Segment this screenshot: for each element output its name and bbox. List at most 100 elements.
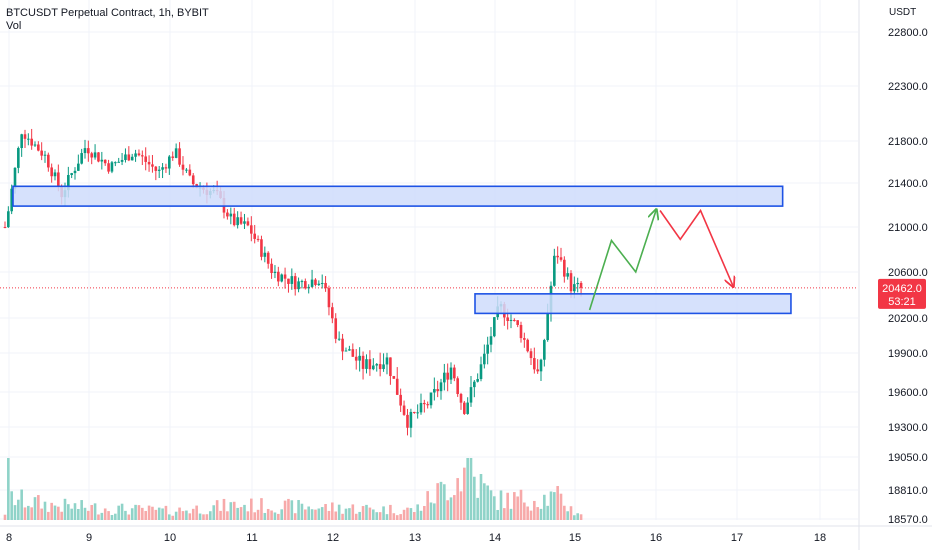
volume-bar: [47, 511, 50, 520]
price-tick-label: 21800.0: [888, 136, 928, 148]
volume-bar: [297, 500, 300, 520]
candle-body: [283, 274, 287, 279]
candle-body: [375, 364, 379, 366]
symbol-title[interactable]: BTCUSDT Perpetual Contract, 1h, BYBIT: [6, 7, 209, 19]
price-tick-label: 22300.0: [888, 81, 928, 93]
candle-body: [361, 355, 365, 369]
volume-bar: [304, 509, 307, 520]
price-tick-label: 22800.0: [888, 27, 928, 39]
volume-bar: [144, 510, 147, 520]
volume-bar: [409, 508, 413, 520]
price-tick-label: 19900.0: [888, 348, 928, 360]
candle-body: [516, 320, 519, 325]
candle-body: [300, 281, 304, 283]
volume-bar: [154, 509, 158, 520]
volume-bar: [324, 504, 327, 520]
volume-bar: [87, 510, 90, 520]
volume-bar: [563, 505, 566, 520]
currency-unit: USDT: [889, 7, 917, 18]
price-axis[interactable]: 22800.0 22300.0 21800.0 21400.0 21000.0 20600…: [858, 0, 928, 550]
candle-body: [459, 394, 463, 403]
candle-body: [226, 212, 229, 217]
time-axis[interactable]: 8 9 10 11 12 13 14 15 16 17 18: [0, 525, 932, 544]
volume-indicator-label[interactable]: Vol: [6, 20, 22, 32]
candle-body: [178, 148, 181, 165]
support-resistance-zone: [12, 185, 784, 207]
volume-bar: [378, 512, 382, 520]
volume-bar: [526, 506, 529, 520]
candlestick-series: [3, 128, 583, 438]
candle-body: [406, 414, 409, 428]
candle-body: [446, 372, 449, 380]
candle-body: [151, 164, 154, 167]
volume-bar: [543, 494, 546, 520]
time-tick-label: 12: [327, 532, 339, 544]
volume-bar: [533, 500, 536, 520]
volume-bar: [232, 501, 236, 520]
candle-body: [110, 162, 114, 172]
candle-body: [466, 402, 469, 414]
volume-bar: [446, 500, 449, 520]
candle-body: [399, 394, 402, 406]
candle-body: [161, 167, 164, 170]
volume-bar: [361, 506, 365, 520]
candle-body: [546, 313, 549, 341]
volume-bar: [310, 509, 314, 520]
candle-body: [529, 351, 533, 359]
candle-body: [181, 164, 185, 170]
candle-body: [27, 138, 30, 140]
candle-body: [137, 153, 141, 156]
candle-body: [419, 402, 423, 413]
candle-body: [260, 239, 263, 257]
volume-bar: [519, 489, 523, 520]
volume-bar: [3, 514, 7, 520]
candle-body: [402, 405, 406, 415]
volume-bar: [539, 508, 543, 520]
volume-bar: [33, 497, 37, 520]
volume-bar: [141, 507, 144, 520]
candle-body: [533, 358, 536, 370]
candle-body: [463, 402, 466, 414]
candle-body: [97, 152, 100, 162]
volume-bar: [443, 484, 446, 520]
candle-body: [250, 225, 253, 234]
candle-body: [409, 411, 413, 428]
volume-bars: [3, 458, 583, 520]
candle-body: [174, 148, 178, 158]
volume-bar: [354, 513, 358, 520]
volume-bar: [253, 512, 256, 520]
volume-bar: [290, 500, 294, 520]
candle-body: [263, 252, 267, 257]
volume-bar: [212, 505, 216, 520]
volume-bar: [127, 514, 131, 520]
candle-body: [426, 404, 429, 406]
volume-bar: [579, 514, 583, 520]
time-tick-label: 9: [86, 532, 92, 544]
candle-body: [141, 155, 144, 157]
volume-bar: [20, 489, 23, 520]
volume-bar: [459, 491, 463, 520]
volume-bar: [429, 502, 433, 520]
volume-bar: [549, 491, 553, 520]
candle-body: [30, 138, 33, 146]
candle-body: [413, 411, 416, 413]
volume-bar: [188, 513, 192, 520]
price-tick-label: 20600.0: [888, 267, 928, 279]
volume-bar: [389, 504, 392, 520]
volume-bar: [171, 515, 175, 520]
volume-bar: [246, 511, 250, 520]
volume-bar: [27, 505, 30, 520]
candle-body: [543, 340, 546, 360]
candle-body: [154, 166, 158, 171]
volume-bar: [523, 502, 526, 520]
time-tick-label: 14: [489, 532, 501, 544]
candle-body: [130, 156, 134, 161]
candle-body: [80, 153, 83, 164]
volume-bar: [168, 514, 171, 520]
candle-body: [479, 364, 483, 380]
candle-body: [337, 338, 341, 340]
candle-body: [526, 339, 529, 352]
candle-body: [566, 273, 569, 277]
volume-bar: [372, 509, 375, 520]
